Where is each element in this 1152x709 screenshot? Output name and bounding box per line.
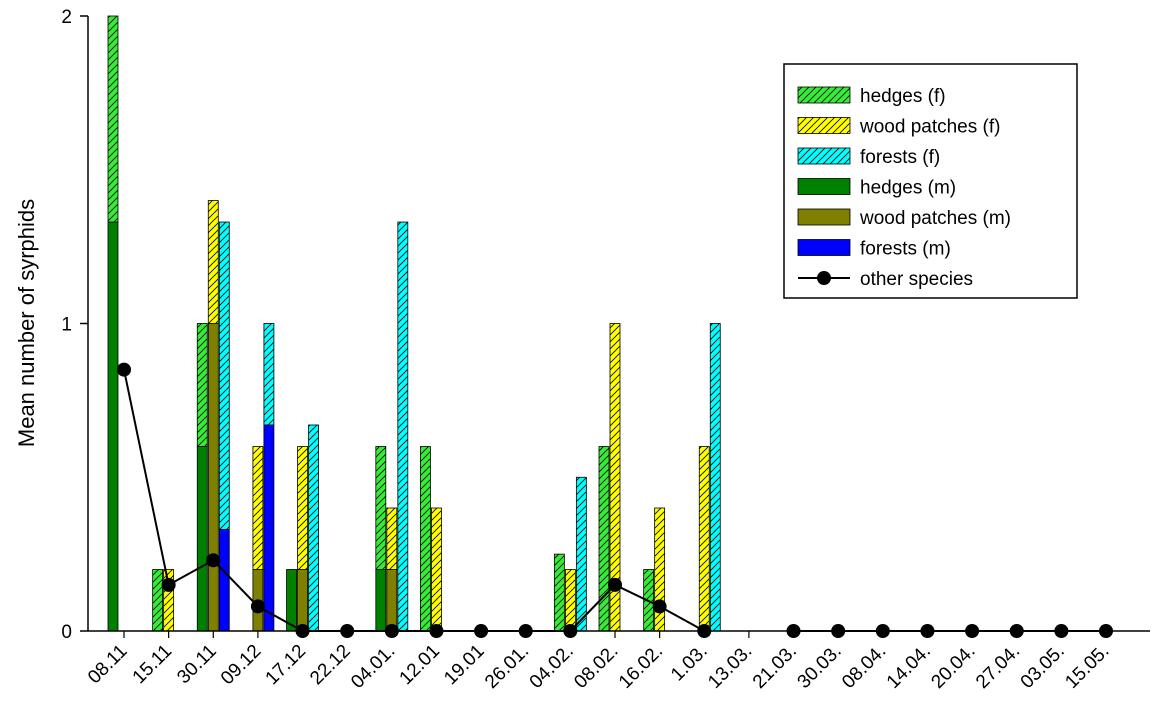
bar-hatch-wood-patches-f-4 (297, 446, 308, 570)
bar-forests-m-2 (218, 529, 230, 632)
bar-hatch-forests-f-13 (710, 323, 721, 631)
bar-hatch-hedges-f-10 (554, 554, 565, 631)
bar-hatch-wood-patches-f-10 (565, 569, 576, 631)
x-tick-label-0: 08.11 (84, 641, 131, 688)
x-axis-ticks: 08.1115.1130.1109.1217.1222.1204.01.12.0… (84, 631, 1114, 693)
x-tick-label-18: 14.04. (883, 641, 935, 693)
x-tick-label-19: 20.04. (927, 641, 979, 693)
bar-hatch-hedges-f-11 (599, 446, 609, 631)
bar-wood-patches-m-6 (386, 569, 398, 632)
legend-swatch-marker-other-species (817, 271, 831, 285)
other-species-point-2 (206, 553, 221, 568)
x-tick-label-22: 15.05. (1061, 641, 1113, 693)
other-species-point-3 (250, 599, 265, 614)
bar-hatch-wood-patches-f-1 (163, 569, 174, 631)
x-tick-label-7: 12.01 (396, 641, 444, 689)
bar-hatch-wood-patches-f-3 (252, 446, 263, 570)
bar-wood-patches-m-2 (207, 323, 219, 632)
x-tick-label-17: 08.04. (838, 641, 890, 693)
x-tick-label-15: 21.03. (749, 641, 801, 693)
bar-hatch-forests-f-6 (397, 222, 408, 631)
bar-hedges-m-6 (375, 569, 387, 632)
x-tick-label-9: 26.01. (481, 641, 533, 693)
bar-hedges-m-2 (196, 446, 208, 632)
other-species-point-11 (608, 577, 622, 592)
bar-wood-patches-m-4 (297, 569, 308, 632)
x-tick-label-1: 15.11 (129, 641, 176, 688)
bar-forests-m-3 (263, 424, 275, 632)
bar-hatch-forests-f-10 (576, 477, 587, 631)
other-species-point-0 (117, 362, 131, 377)
bar-hatch-hedges-f-6 (375, 446, 386, 570)
legend-label-forests-m: forests (m) (860, 239, 951, 260)
legend-label-forests-f: forests (f) (860, 147, 940, 168)
y-tick-label-2: 2 (61, 7, 72, 28)
bar-hatch-hedges-f-1 (152, 569, 163, 631)
legend-swatch-forests-m (797, 239, 851, 256)
bar-hatch-wood-patches-f-11 (610, 323, 620, 631)
bar-hatch-forests-f-2 (219, 222, 230, 530)
x-tick-label-2: 30.11 (173, 641, 220, 688)
x-tick-label-4: 17.12 (262, 641, 310, 689)
y-axis-title: Mean number of syrphids (14, 199, 39, 447)
x-tick-label-6: 04.01. (347, 641, 399, 693)
bar-hatch-hedges-f-2 (197, 323, 208, 447)
x-tick-label-8: 19.01 (440, 641, 488, 689)
bar-hatch-forests-f-4 (308, 424, 319, 631)
bar-hedges-m-4 (286, 569, 297, 632)
legend-swatch-hedges-m (797, 178, 851, 195)
legend-swatch-hatch-forests-f (798, 148, 850, 164)
x-tick-label-5: 22.12 (306, 641, 354, 689)
x-tick-label-3: 09.12 (217, 641, 265, 689)
x-tick-label-21: 03.05. (1017, 641, 1069, 693)
y-axis-ticks: 0 1 2 (61, 7, 88, 643)
bars-layer (107, 15, 721, 632)
bar-hatch-hedges-f-0 (108, 16, 118, 223)
bar-hatch-forests-f-3 (263, 323, 274, 425)
bar-hatch-hedges-f-7 (420, 446, 431, 631)
x-tick-label-11: 08.02. (570, 641, 622, 693)
legend-label-wood-patches-m: wood patches (m) (859, 208, 1011, 229)
other-species-point-1 (161, 577, 176, 592)
x-tick-label-14: 13.03. (704, 641, 756, 693)
bar-hatch-wood-patches-f-7 (431, 508, 442, 631)
x-tick-label-10: 04.02. (526, 641, 578, 693)
y-tick-label-1: 1 (61, 315, 72, 336)
legend-swatch-hatch-hedges-f (798, 87, 850, 103)
legend-swatch-wood-patches-m (797, 208, 851, 226)
legend-swatch-hatch-wood-patches-f (798, 117, 850, 134)
bar-hedges-m-0 (107, 221, 119, 632)
bar-hatch-wood-patches-f-13 (699, 446, 710, 631)
x-tick-label-16: 30.03. (794, 641, 846, 693)
legend-label-wood-patches-f: wood patches (f) (859, 117, 1000, 138)
bar-hatch-wood-patches-f-12 (654, 508, 665, 631)
other-species-point-12 (652, 599, 667, 614)
x-tick-label-12: 16.02. (615, 641, 667, 693)
legend-label-other-species: other species (860, 269, 973, 290)
legend: hedges (f) wood patches (f) forests (f) hed… (783, 63, 1078, 299)
legend-label-hedges-m: hedges (m) (860, 178, 956, 199)
bar-hatch-wood-patches-f-2 (208, 200, 219, 324)
x-tick-label-20: 27.04. (972, 641, 1024, 693)
bar-hatch-wood-patches-f-6 (386, 508, 397, 570)
legend-label-hedges-f: hedges (f) (860, 86, 946, 107)
y-tick-label-0: 0 (61, 622, 72, 643)
